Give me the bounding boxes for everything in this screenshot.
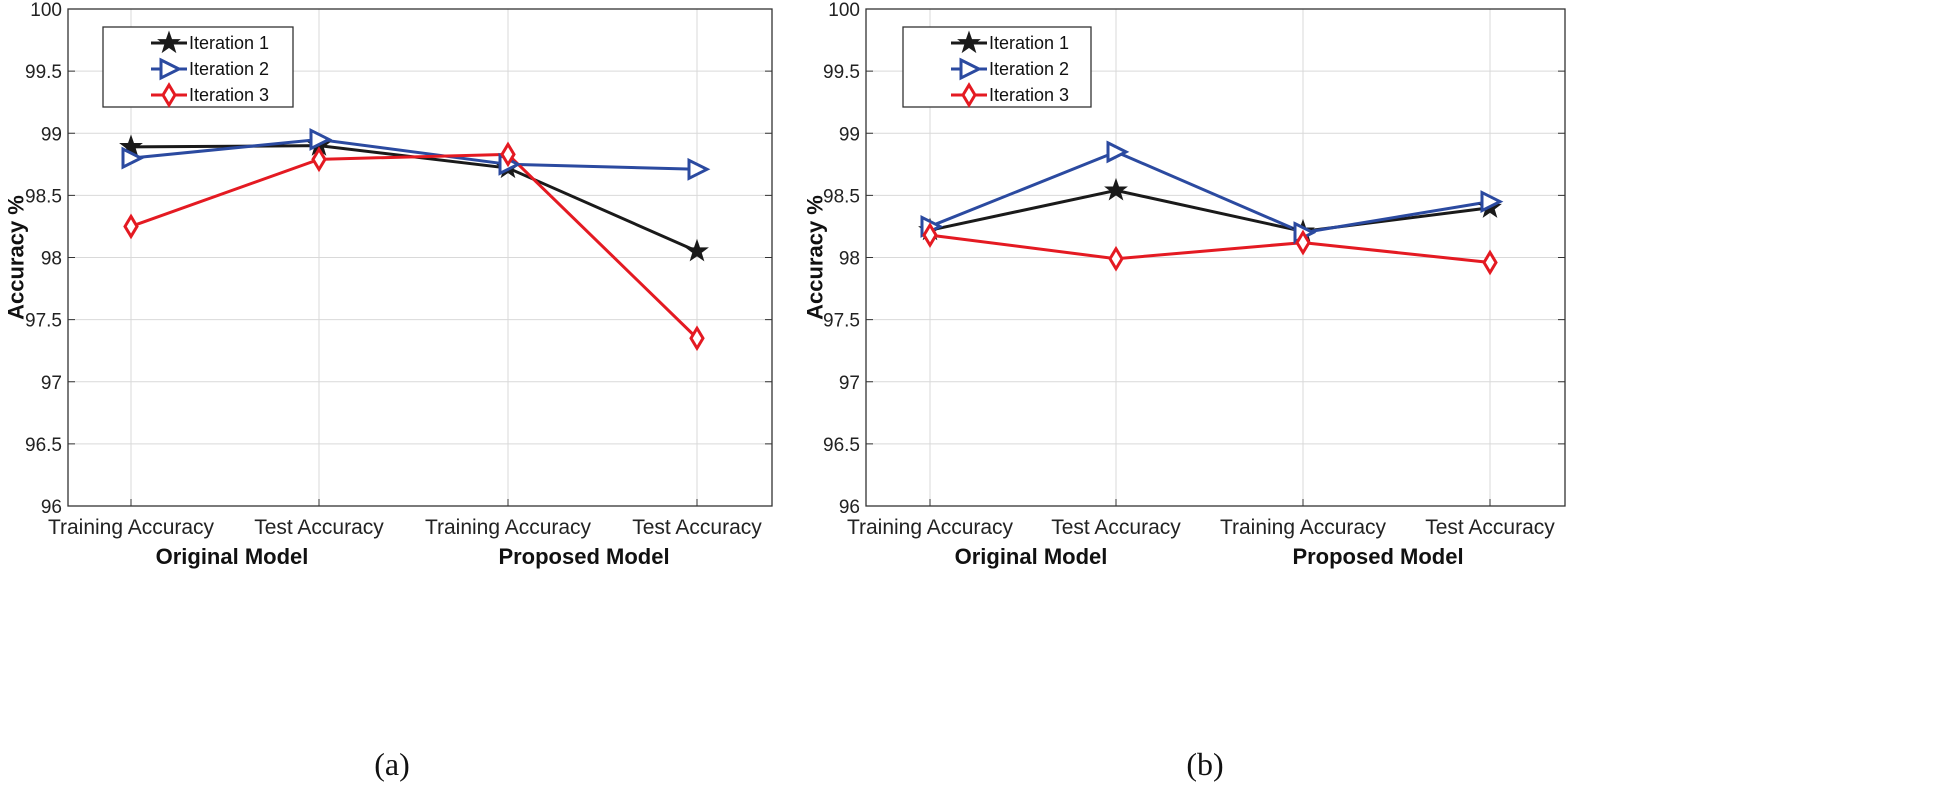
- y-tick-label: 96.5: [25, 435, 62, 456]
- legend: Iteration 1 Iteration 2 Iteration 3: [902, 26, 1092, 108]
- y-tick-label: 99: [839, 124, 860, 145]
- y-tick-label: 96: [839, 497, 860, 518]
- y-tick-label: 97: [41, 373, 62, 394]
- y-tick-label: 99: [41, 124, 62, 145]
- y-tick-label: 97.5: [823, 311, 860, 332]
- y-tick-label: 98: [839, 249, 860, 270]
- y-tick-label: 100: [30, 0, 62, 21]
- data-point-3: [500, 141, 516, 168]
- x-tick-label: Training Accuracy: [425, 516, 592, 539]
- legend-marker: [161, 82, 177, 108]
- x-tick-label: Test Accuracy: [1425, 516, 1555, 539]
- y-tick-label: 96.5: [823, 435, 860, 456]
- y-axis-label: Accuracy %: [803, 195, 828, 320]
- x-tick-label: Training Accuracy: [847, 516, 1014, 539]
- chart-a: 96 96.5 97 97.5 98 98.5 99 99.5 100 Training Accu…: [4, 0, 773, 782]
- group-label: Original Model: [955, 544, 1108, 569]
- data-point-3: [689, 325, 705, 352]
- series-line-1: [929, 188, 1491, 233]
- y-tick-label: 100: [828, 0, 860, 21]
- legend-entry: Iteration 1: [189, 33, 269, 53]
- x-tick-label: Training Accuracy: [48, 516, 215, 539]
- group-label: Proposed Model: [498, 544, 669, 569]
- group-label: Original Model: [156, 544, 309, 569]
- data-point-2: [121, 146, 145, 170]
- group-label: Proposed Model: [1292, 544, 1463, 569]
- x-tick-label: Test Accuracy: [254, 516, 384, 539]
- legend-marker: [959, 57, 983, 81]
- legend-box: [902, 26, 1092, 108]
- x-tick-label: Test Accuracy: [1051, 516, 1181, 539]
- panel-caption: (b): [1186, 746, 1223, 782]
- legend-entry: Iteration 2: [189, 59, 269, 79]
- data-point-2: [1106, 140, 1130, 164]
- data-point-3: [311, 146, 327, 173]
- x-tick-label: Test Accuracy: [632, 516, 762, 539]
- y-tick-label: 98: [41, 249, 62, 270]
- panel-caption: (a): [374, 746, 410, 782]
- data-point-3: [1295, 229, 1311, 256]
- data-point-1: [119, 134, 143, 158]
- legend-entry: Iteration 1: [989, 33, 1069, 53]
- legend-entry: Iteration 3: [189, 85, 269, 105]
- legend-entry: Iteration 2: [989, 59, 1069, 79]
- legend: Iteration 1 Iteration 2 Iteration 3: [102, 26, 294, 108]
- data-point-2: [1480, 190, 1504, 214]
- series-line-2: [130, 137, 698, 171]
- data-point-1: [1104, 177, 1128, 201]
- series-line-1: [130, 144, 698, 253]
- legend-marker: [159, 57, 183, 81]
- legend-entry: Iteration 3: [989, 85, 1069, 105]
- y-tick-label: 96: [41, 497, 62, 518]
- series-line-2: [929, 150, 1491, 235]
- y-tick-label: 98.5: [823, 186, 860, 207]
- chart-b: 96 96.5 97 97.5 98 98.5 99 99.5 100 Training Accu…: [803, 0, 1566, 782]
- y-tick-label: 99.5: [823, 62, 860, 83]
- legend-marker: [157, 30, 181, 54]
- legend-marker: [957, 30, 981, 54]
- series-line-3: [130, 152, 699, 340]
- data-point-3: [1108, 245, 1124, 272]
- legend-box: [102, 26, 294, 108]
- data-point-3: [922, 222, 938, 249]
- y-tick-label: 99.5: [25, 62, 62, 83]
- data-point-3: [1482, 249, 1498, 276]
- data-point-2: [309, 128, 333, 151]
- y-tick-label: 98.5: [25, 186, 62, 207]
- data-point-2: [687, 157, 711, 181]
- y-axis-label: Accuracy %: [4, 195, 29, 320]
- y-tick-label: 97: [839, 373, 860, 394]
- series-line-3: [929, 233, 1491, 264]
- legend-marker: [961, 82, 977, 108]
- x-tick-label: Training Accuracy: [1220, 516, 1387, 539]
- data-point-3: [123, 213, 139, 240]
- data-point-1: [685, 238, 709, 262]
- y-tick-label: 97.5: [25, 311, 62, 332]
